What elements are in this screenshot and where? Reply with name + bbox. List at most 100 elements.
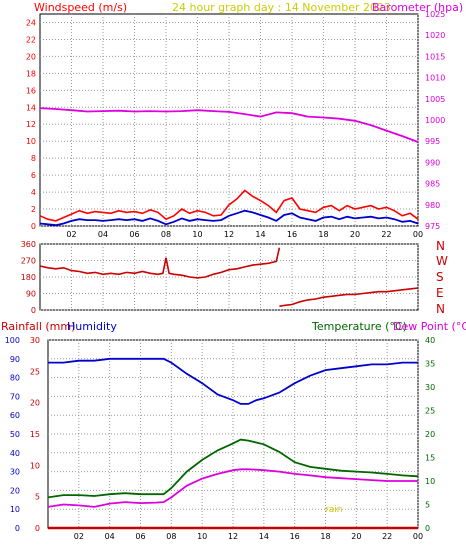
temperature-axis-ticks: 0 5 10 15 20 25 30 35 40 bbox=[425, 336, 435, 533]
direction-series bbox=[39, 247, 419, 308]
humidity-temperature-series bbox=[47, 357, 419, 530]
dewpoint-axis-title: Dew Point (°C) bbox=[393, 320, 466, 333]
wind-tick-label: 4 bbox=[31, 188, 36, 197]
temperature-tick-label: 15 bbox=[425, 454, 435, 463]
humidity-axis-ticks: 0 10 20 30 40 50 60 70 80 90 100 bbox=[5, 336, 20, 533]
direction-tick-label: 0 bbox=[31, 306, 36, 315]
bottom-time-tick-label: 08 bbox=[166, 532, 176, 541]
barometer-tick-label: 1015 bbox=[425, 52, 445, 61]
time-tick-label: 14 bbox=[255, 230, 265, 239]
wind-tick-label: 20 bbox=[26, 52, 36, 61]
humidity-tick-label: 20 bbox=[10, 486, 20, 495]
time-axis-ticks-bottom: 02 04 06 08 10 12 14 16 18 20 22 00 bbox=[74, 532, 423, 541]
humidity-tick-label: 60 bbox=[10, 411, 20, 420]
humidity-tick-label: 90 bbox=[10, 355, 20, 364]
temperature-tick-label: 30 bbox=[425, 383, 435, 392]
dewpoint-line bbox=[47, 468, 418, 508]
wind-tick-label: 8 bbox=[31, 154, 36, 163]
direction_b-line bbox=[279, 287, 419, 308]
direction-grid bbox=[40, 243, 419, 311]
bottom-time-tick-label: 18 bbox=[320, 532, 330, 541]
barometer-tick-label: 985 bbox=[425, 180, 440, 189]
bottom-time-tick-label: 14 bbox=[259, 532, 269, 541]
time-axis-ticks: 02 04 06 08 10 12 14 16 18 20 22 00 bbox=[66, 230, 423, 239]
rainfall-tick-label: 25 bbox=[30, 367, 40, 376]
direction-axis-ticks: 0 90 180 270 360 bbox=[21, 240, 36, 315]
bottom-time-tick-label: 06 bbox=[135, 532, 145, 541]
humidity-tick-label: 100 bbox=[5, 336, 20, 345]
direction-label-n-top: N bbox=[436, 239, 445, 253]
humidity-tick-label: 40 bbox=[10, 449, 20, 458]
humidity-tick-label: 0 bbox=[15, 524, 20, 533]
temperature-tick-label: 40 bbox=[425, 336, 435, 345]
temperature-tick-label: 25 bbox=[425, 407, 435, 416]
direction-label-e: E bbox=[436, 286, 444, 300]
wind-grid bbox=[40, 14, 419, 227]
bottom-time-tick-label: 02 bbox=[74, 532, 84, 541]
direction-label-s: S bbox=[436, 270, 444, 284]
bottom-time-tick-label: 10 bbox=[197, 532, 207, 541]
wind-tick-label: 18 bbox=[26, 69, 36, 78]
temperature-tick-label: 0 bbox=[425, 524, 430, 533]
rainfall-tick-label: 20 bbox=[30, 399, 40, 408]
wind-tick-label: 24 bbox=[26, 18, 36, 27]
humidity-tick-label: 80 bbox=[10, 374, 20, 383]
barometer-line bbox=[39, 107, 419, 143]
barometer-tick-label: 1005 bbox=[425, 95, 445, 104]
time-tick-label: 22 bbox=[381, 230, 391, 239]
time-tick-label: 02 bbox=[66, 230, 76, 239]
bottom-time-tick-label: 20 bbox=[351, 532, 361, 541]
bottom-time-tick-label: 22 bbox=[382, 532, 392, 541]
humidity-tick-label: 10 bbox=[10, 505, 20, 514]
humidity-tick-label: 50 bbox=[10, 430, 20, 439]
wind-tick-label: 22 bbox=[26, 35, 36, 44]
wind_avg-line bbox=[39, 209, 419, 227]
rainfall-tick-label: 5 bbox=[35, 493, 40, 502]
time-tick-label: 12 bbox=[224, 230, 234, 239]
temperature-tick-label: 20 bbox=[425, 430, 435, 439]
temperature-axis-title: Temperature (°C) bbox=[311, 320, 407, 333]
rainfall-axis-ticks: 0 5 10 15 20 25 30 bbox=[30, 336, 40, 533]
time-tick-label: 08 bbox=[161, 230, 171, 239]
direction-label-n-bottom: N bbox=[436, 302, 445, 316]
direction-tick-label: 180 bbox=[21, 273, 36, 282]
barometer-tick-label: 1010 bbox=[425, 74, 445, 83]
direction-label-w: W bbox=[436, 254, 448, 268]
barometer-tick-label: 1025 bbox=[425, 10, 445, 19]
wind-tick-label: 6 bbox=[31, 171, 36, 180]
wind-axis-title: Windspeed (m/s) bbox=[34, 1, 127, 14]
temperature-tick-label: 35 bbox=[425, 360, 435, 369]
time-tick-label: 18 bbox=[318, 230, 328, 239]
barometer-tick-label: 975 bbox=[425, 222, 440, 231]
wind-tick-label: 14 bbox=[26, 103, 36, 112]
time-tick-label: 10 bbox=[192, 230, 202, 239]
time-tick-label: 06 bbox=[129, 230, 139, 239]
humidity-axis-title: Humidity bbox=[67, 320, 117, 333]
barometer-tick-label: 995 bbox=[425, 137, 440, 146]
graph-title: 24 hour graph day : 14 November 2023 bbox=[172, 1, 391, 14]
temperature-tick-label: 10 bbox=[425, 477, 435, 486]
barometer-axis-title: Barometer (hpa) bbox=[372, 1, 463, 14]
wind-tick-label: 12 bbox=[26, 120, 36, 129]
humidity-line bbox=[48, 357, 418, 405]
temperature-tick-label: 5 bbox=[425, 501, 430, 510]
rainfall-tick-label: 30 bbox=[30, 336, 40, 345]
direction-tick-label: 90 bbox=[26, 290, 36, 299]
time-tick-label: 20 bbox=[350, 230, 360, 239]
barometer-tick-label: 1020 bbox=[425, 31, 445, 40]
wind-tick-label: 0 bbox=[31, 222, 36, 231]
barometer-tick-label: 980 bbox=[425, 201, 440, 210]
bottom-time-tick-label: 04 bbox=[105, 532, 115, 541]
humidity-tick-label: 30 bbox=[10, 468, 20, 477]
time-tick-label: 04 bbox=[98, 230, 108, 239]
rainfall-tick-label: 15 bbox=[30, 430, 40, 439]
direction_a-line bbox=[39, 247, 281, 279]
wind-tick-label: 10 bbox=[26, 137, 36, 146]
barometer-tick-label: 1000 bbox=[425, 116, 445, 125]
rainfall-tick-label: 10 bbox=[30, 461, 40, 470]
wind-tick-label: 2 bbox=[31, 205, 36, 214]
rain-annotation: rain bbox=[325, 505, 342, 515]
direction-tick-label: 270 bbox=[21, 257, 36, 266]
